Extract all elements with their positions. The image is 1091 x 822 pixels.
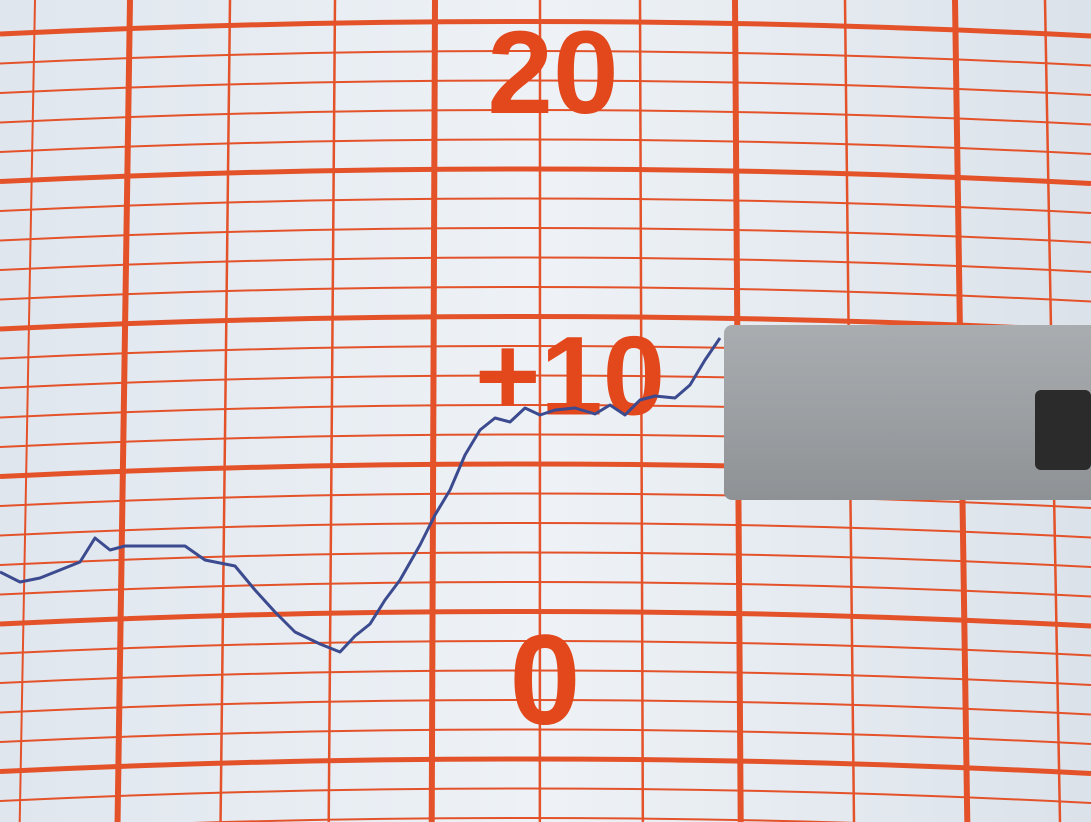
grid-line	[0, 756, 1091, 776]
grid-line	[0, 79, 1091, 96]
grid-line	[0, 313, 1091, 334]
grid-line	[0, 226, 1091, 244]
grid-line	[0, 18, 1091, 39]
grid-line	[0, 197, 1091, 214]
grid-line	[0, 108, 1091, 126]
grid-line	[0, 138, 1091, 155]
grid-line	[114, 0, 133, 822]
grid-line	[0, 49, 1091, 67]
scale-label: 20	[487, 7, 618, 139]
grid-line	[0, 166, 1091, 186]
grid-line	[327, 0, 337, 822]
grid-line	[219, 0, 232, 822]
grid-line	[0, 551, 1091, 568]
grid-line	[0, 285, 1091, 303]
grid-line	[0, 698, 1091, 716]
grid-line	[192, 816, 858, 822]
pen-holder-cap	[1035, 390, 1091, 470]
grid-line	[638, 0, 645, 822]
grid-line	[0, 492, 1091, 509]
grid-line	[428, 0, 438, 822]
grid-line	[0, 256, 1091, 273]
grid-line	[0, 521, 1091, 539]
grid-line	[0, 580, 1091, 598]
scale-label: +10	[475, 314, 665, 439]
grid-line	[0, 608, 1091, 629]
grid-line	[18, 0, 36, 822]
grid-line	[0, 728, 1091, 745]
pen-trace	[0, 337, 722, 654]
scale-label: 0	[509, 609, 580, 752]
grid-line	[0, 639, 1091, 657]
grid-line	[0, 669, 1091, 686]
grid-line	[0, 787, 1091, 804]
pen-holder	[724, 325, 1091, 500]
